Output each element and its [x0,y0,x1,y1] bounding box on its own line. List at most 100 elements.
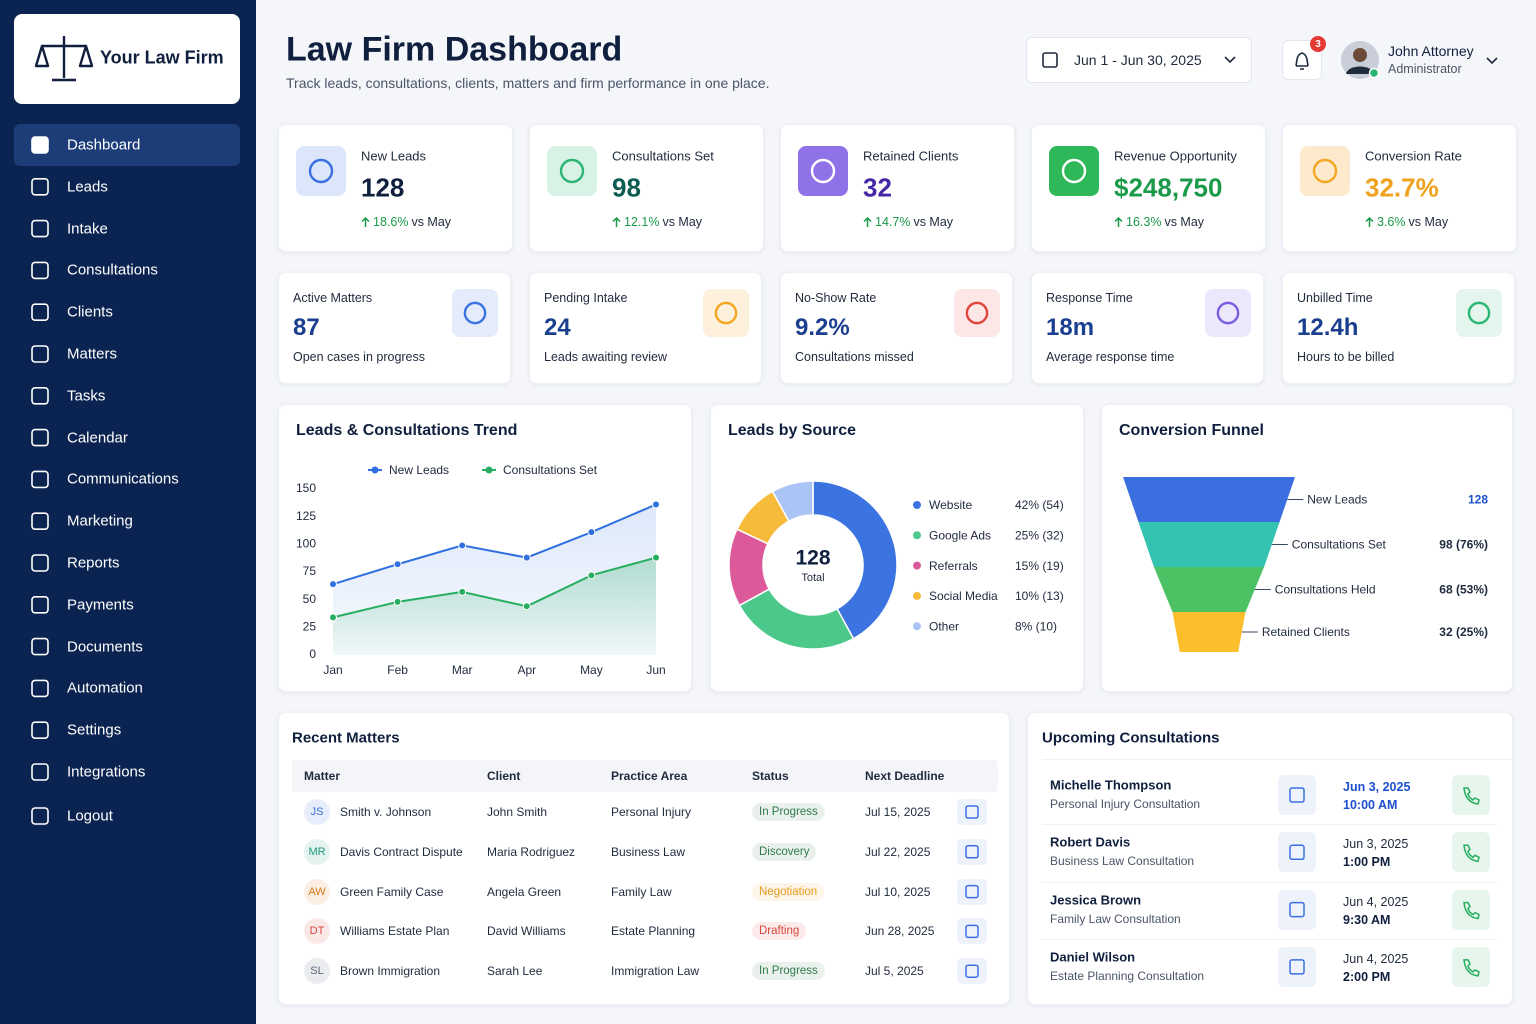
consultation-type: Estate Planning Consultation [1050,968,1205,983]
up-arrow [1365,216,1374,227]
call-button[interactable] [1452,832,1490,873]
up-arrow [361,216,370,227]
nav-label: Communications [67,470,179,488]
stat-value: 87 [293,314,320,341]
calendar-button[interactable] [957,918,987,945]
chart-title: Leads & Consultations Trend [296,422,518,439]
consultations-card [1027,712,1513,1005]
consultation-time: 2:00 PM [1343,969,1391,984]
stat-label: Unbilled Time [1297,291,1373,305]
nav-item[interactable] [14,291,240,333]
notifications[interactable] [1282,40,1322,80]
kpi-value: $248,750 [1114,172,1223,203]
stat-note: Hours to be billed [1297,350,1395,364]
client-name: Michelle Thompson [1050,777,1172,793]
table-header [292,760,998,792]
call-button[interactable] [1452,889,1490,930]
nav-label: Leads [67,178,108,196]
nav-item[interactable] [14,333,240,375]
chart-title: Conversion Funnel [1119,422,1264,439]
nav-label: Payments [67,596,134,614]
change-value: 12.1% [624,215,660,229]
kpi-label: Conversion Rate [1365,148,1462,164]
nav-item[interactable] [14,208,240,250]
nav-label: Clients [67,303,113,321]
stat-value: 12.4h [1297,314,1359,341]
calendar-button[interactable] [957,958,987,985]
calendar-button[interactable] [1278,889,1316,930]
nav-label: Consultations [67,261,158,279]
nav-label: Tasks [67,387,106,405]
calendar-button[interactable] [1278,832,1316,873]
divider [1042,759,1512,760]
consultation-time: 9:30 AM [1343,912,1391,927]
deadline: Jul 22, 2025 [865,844,931,859]
nav-item[interactable] [14,166,240,208]
kpi-change: 12.1% vs May [612,215,702,229]
consultation-date: Jun 4, 2025 [1343,951,1409,966]
page-subtitle: Track leads, consultations, clients, mat… [286,75,770,91]
status-pill: Discovery [752,842,817,861]
change-value: 14.7% [875,215,911,229]
status-pill: Drafting [752,922,807,941]
brand-name: Your Law Firm [100,47,224,68]
status-pill: In Progress [752,962,825,981]
nav-label: Logout [67,807,113,825]
nav-item[interactable] [14,709,240,751]
nav-label: Documents [67,638,143,656]
kpi-label: Retained Clients [863,148,959,164]
initials: SL [304,958,330,985]
consultation-type: Family Law Consultation [1050,911,1181,926]
stat-note: Leads awaiting review [544,350,667,364]
practice-area: Business Law [611,844,686,859]
stat-note: Consultations missed [795,350,914,364]
change-value: 3.6% [1377,215,1406,229]
change-compare: vs May [1408,215,1449,229]
calendar-button[interactable] [1278,775,1316,815]
kpi-card [529,124,764,252]
deadline: Jul 5, 2025 [865,964,924,979]
column-header: Next Deadline [865,769,945,783]
kpi-label: New Leads [361,148,427,164]
client-name: Angela Green [487,884,562,899]
nav-item[interactable] [14,795,240,837]
client-name: Sarah Lee [487,964,543,979]
call-button[interactable] [1452,946,1490,987]
practice-area: Family Law [611,884,672,899]
chart-title: Leads by Source [728,422,857,439]
date-picker[interactable] [1026,37,1252,83]
user-role: Administrator [1388,62,1462,76]
calendar-button[interactable] [1278,946,1316,987]
matter-name: Green Family Case [340,884,444,899]
change-compare: vs May [913,215,954,229]
nav-item[interactable] [14,124,240,166]
consultation-date: Jun 4, 2025 [1343,894,1409,909]
consultation-time: 10:00 AM [1343,798,1398,812]
nav-label: Matters [67,345,118,363]
change-value: 16.3% [1126,215,1162,229]
change-compare: vs May [411,215,452,229]
section-title: Upcoming Consultations [1042,729,1220,747]
deadline: Jul 15, 2025 [865,805,931,819]
stat-note: Average response time [1046,350,1175,364]
status-pill: In Progress [752,803,825,821]
kpi-change: 14.7% vs May [863,215,953,229]
client-name: David Williams [487,924,566,939]
up-arrow [612,216,621,227]
stat-label: No-Show Rate [795,291,877,305]
nav-label: Settings [67,721,122,739]
call-button[interactable] [1452,775,1490,815]
nav-label: Dashboard [67,136,141,154]
calendar-button[interactable] [957,799,987,825]
change-value: 18.6% [373,215,409,229]
calendar-button[interactable] [957,878,987,905]
calendar-button[interactable] [957,838,987,865]
column-header: Practice Area [611,769,688,783]
nav-label: Reports [67,554,120,572]
consultation-date: Jun 3, 2025 [1343,780,1411,794]
matter-name: Davis Contract Dispute [340,844,463,859]
nav-item[interactable] [14,375,240,417]
kpi-value: 32.7% [1365,172,1439,203]
client-name: Jessica Brown [1050,892,1142,908]
nav-item[interactable] [14,542,240,584]
